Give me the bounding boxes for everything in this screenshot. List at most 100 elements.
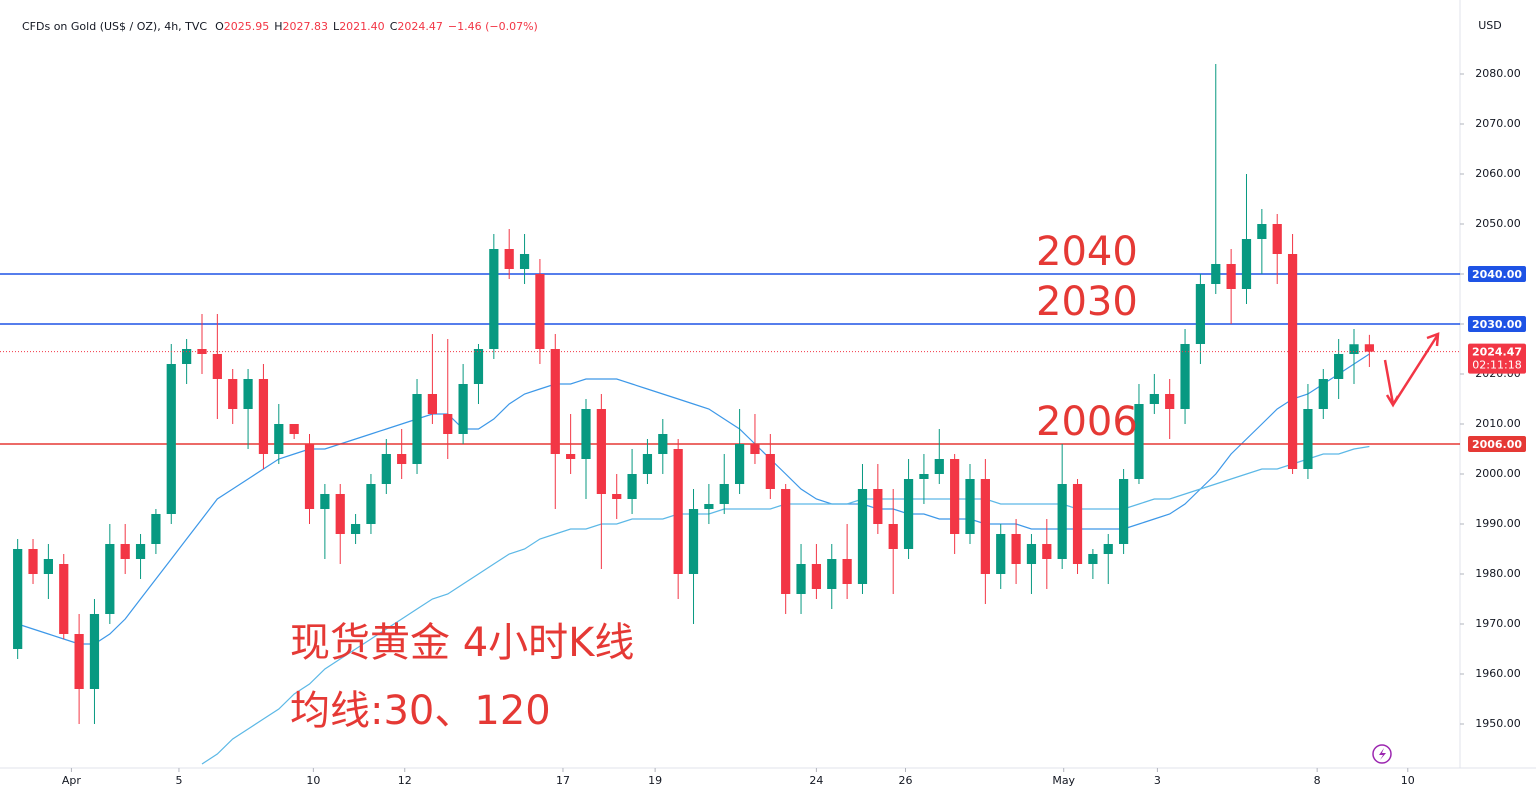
symbol-header: CFDs on Gold (US$ / OZ), 4h, TVC O2025.95… [22,20,538,33]
candle-body [13,549,23,649]
candle-body [873,489,883,524]
ohlc-key: H [274,20,282,33]
x-tick-label: 17 [556,774,570,787]
level-annotation: 2040 [1036,229,1138,275]
candle-body [274,424,284,454]
candle-body [166,364,176,514]
x-tick-label: 8 [1314,774,1321,787]
ohlc-key: O [215,20,224,33]
moving-average [17,353,1370,645]
candle-body [212,354,222,379]
candle-body [397,454,407,464]
note-text: 现货黄金 4小时K线 [290,620,634,666]
candle-body [888,524,898,549]
ohlc-key: L [333,20,340,33]
candle-body [289,424,299,434]
candle-body [1349,344,1359,354]
x-tick-label: May [1052,774,1075,787]
level-annotation: 2030 [1036,279,1138,325]
candle-body [412,394,422,464]
candle-body [811,564,822,589]
candle-body [381,454,391,484]
candle-body [627,474,637,499]
price-badge-label: 2030.00 [1472,318,1522,331]
candle-body [612,494,622,499]
currency-label: USD [1478,19,1502,32]
x-tick-label: 10 [306,774,320,787]
y-tick-label: 1960.00 [1475,667,1521,680]
y-tick-label: 1970.00 [1475,617,1521,630]
candle-body [304,444,315,509]
candle-body [581,409,591,459]
x-tick-label: Apr [62,774,82,787]
last-price-badge [1468,343,1526,374]
candle-body [1103,544,1113,554]
candle-body [59,564,69,634]
candle-body [320,494,330,509]
ohlc-value: 2025.95 [224,20,270,33]
candle-body [842,559,852,584]
candle-body [350,524,361,534]
candle-body [1088,554,1098,564]
x-tick-label: 24 [809,774,823,787]
candle-body [642,454,653,474]
ohlc-value: 2027.83 [283,20,329,33]
candle-body [151,514,161,544]
ohlc-key: C [390,20,398,33]
candle-body [1057,484,1067,559]
candle-body [1011,534,1021,564]
candle-body [427,394,438,414]
candle-body [458,384,468,434]
candle-body [243,379,253,409]
candle-body [43,559,53,574]
candle-body [535,274,545,349]
y-tick-label: 2000.00 [1475,467,1521,480]
price-badge-label: 2006.00 [1472,438,1522,451]
lightning-icon[interactable] [1372,744,1392,764]
candle-body [1226,264,1236,289]
candle-body [965,479,975,534]
x-tick-label: 10 [1401,774,1415,787]
countdown-label: 02:11:18 [1472,359,1521,372]
candle-body [919,474,929,479]
candle-body [827,559,837,589]
candle-body [74,634,84,689]
candle-body [105,544,115,614]
y-tick-label: 2070.00 [1475,117,1521,130]
candle-body [504,249,514,269]
candle-body [1287,254,1298,469]
price-change: −1.46 (−0.07%) [448,20,538,33]
last-price-label: 2024.47 [1472,346,1522,359]
candle-body [934,459,944,474]
candle-body [566,454,576,459]
candle-body [89,614,100,689]
y-tick-label: 2050.00 [1475,217,1521,230]
candle-body [443,414,453,434]
candle-body [182,349,192,364]
symbol-title: CFDs on Gold (US$ / OZ), 4h, TVC [22,20,207,33]
candle-body [903,479,914,549]
candle-body [719,484,729,504]
candle-body [1042,544,1052,559]
candle-body [1165,394,1175,409]
y-tick-label: 2080.00 [1475,67,1521,80]
price-badge [1468,266,1526,282]
candle-body [519,254,530,269]
price-badge [1468,436,1526,452]
candle-body [673,449,683,574]
ohlc-value: 2021.40 [339,20,385,33]
candle-body [1334,354,1344,379]
y-tick-label: 1950.00 [1475,717,1521,730]
x-tick-label: 12 [398,774,412,787]
direction-arrows [1383,332,1440,408]
candle-body [857,489,868,584]
candle-body [980,479,990,574]
candle-body [1149,394,1159,404]
y-tick-label: 1990.00 [1475,517,1521,530]
note-text: 均线:30、120 [290,688,551,734]
candle-body [596,409,606,494]
x-tick-label: 26 [898,774,912,787]
candle-body [228,379,238,409]
candle-body [550,349,560,454]
